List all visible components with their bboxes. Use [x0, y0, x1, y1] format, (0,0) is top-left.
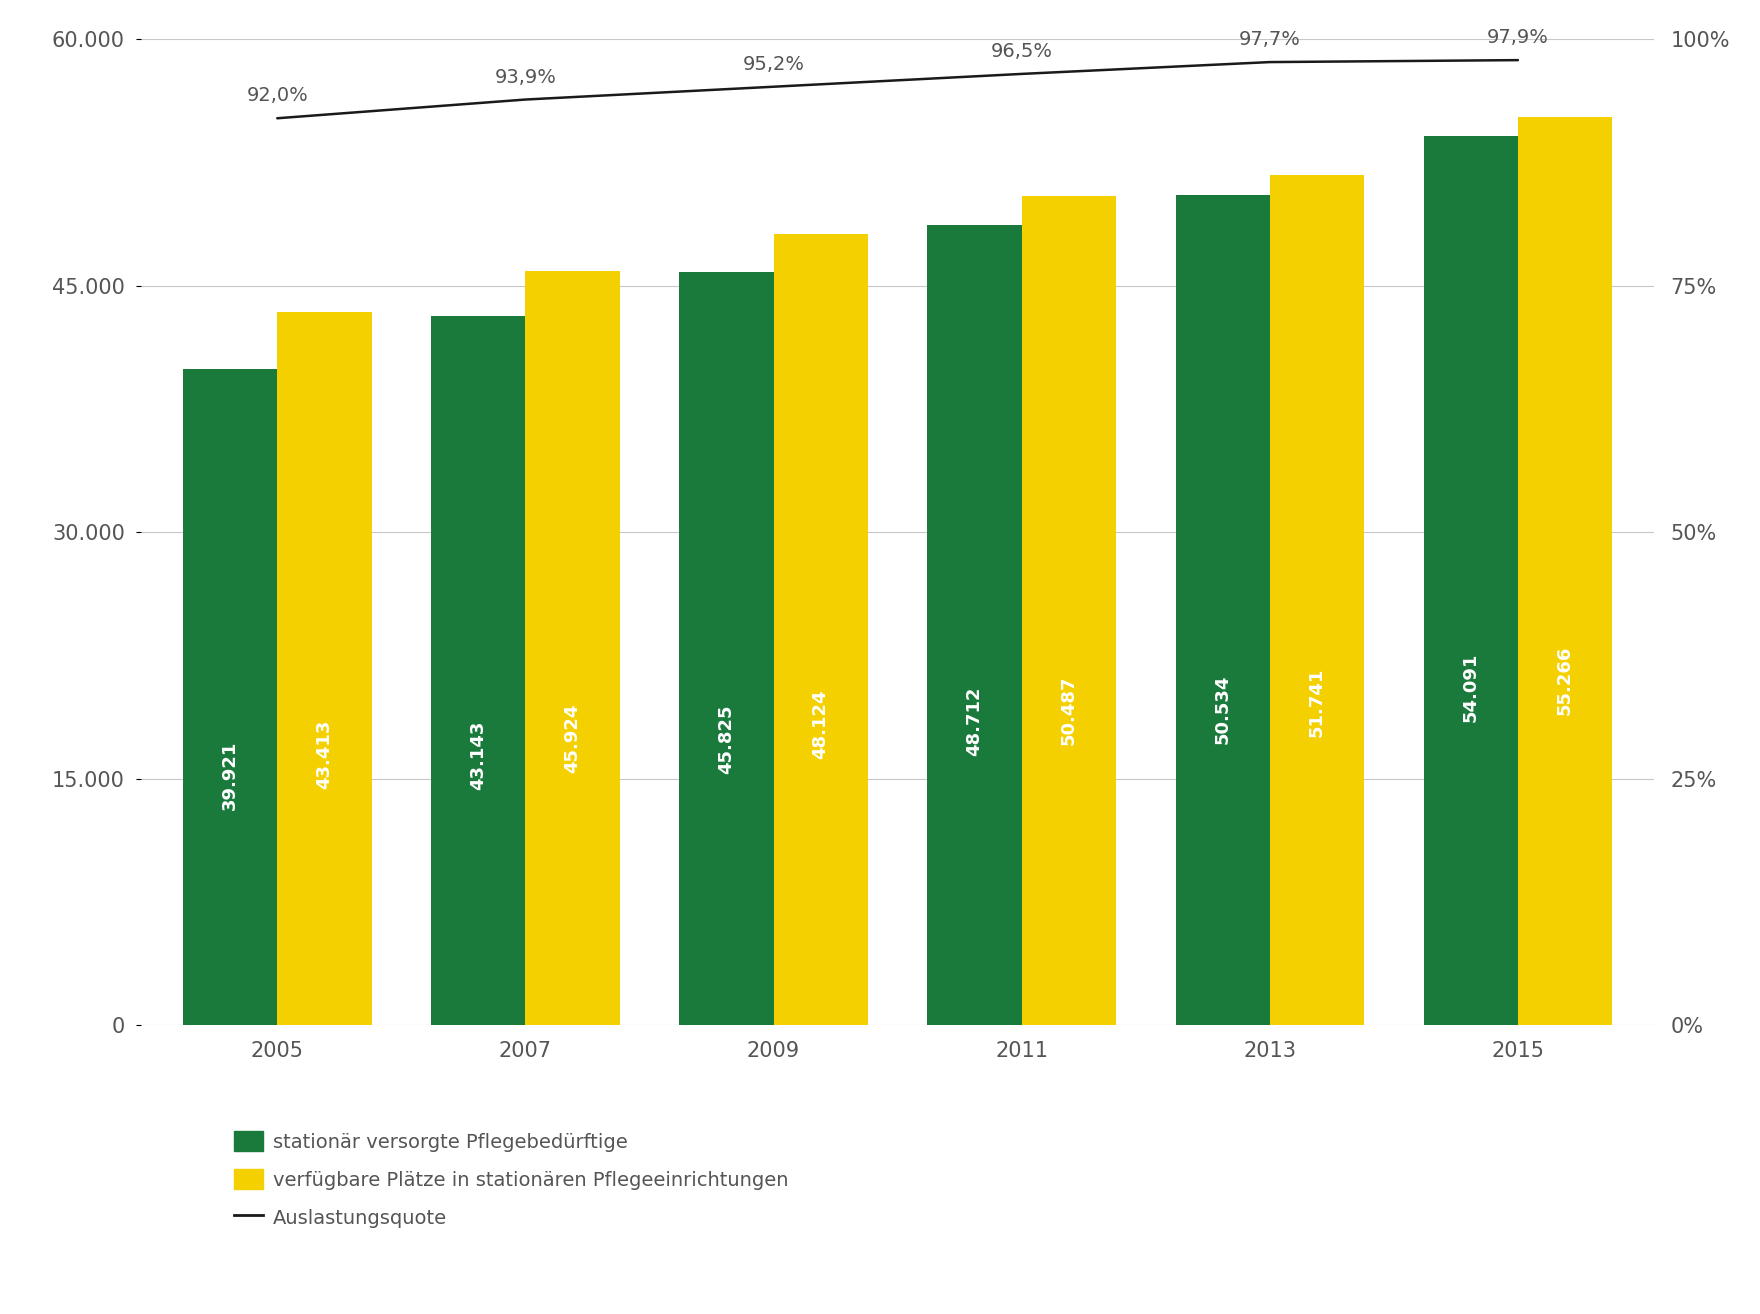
Bar [1176, 194, 1269, 1025]
Bar [1424, 137, 1517, 1025]
Text: 96,5%: 96,5% [991, 42, 1052, 62]
Text: 55.266: 55.266 [1556, 645, 1573, 715]
Text: 54.091: 54.091 [1463, 653, 1480, 721]
Bar [183, 369, 278, 1025]
Text: 50.487: 50.487 [1060, 675, 1077, 745]
Bar [1517, 117, 1612, 1025]
Bar [774, 234, 868, 1025]
Text: 45.825: 45.825 [718, 704, 736, 774]
Text: 51.741: 51.741 [1308, 668, 1325, 737]
Bar [278, 311, 371, 1025]
Text: 93,9%: 93,9% [495, 68, 556, 87]
Text: 95,2%: 95,2% [743, 55, 804, 74]
Text: 97,9%: 97,9% [1487, 29, 1549, 47]
Bar [431, 317, 526, 1025]
Text: 45.924: 45.924 [563, 703, 581, 773]
Bar [526, 271, 620, 1025]
Text: 50.534: 50.534 [1214, 675, 1232, 744]
Bar [679, 272, 774, 1025]
Legend: stationär versorgte Pflegebedürftige, verfügbare Plätze in stationären Pflegeein: stationär versorgte Pflegebedürftige, ve… [227, 1123, 796, 1235]
Bar [1021, 196, 1116, 1025]
Text: 97,7%: 97,7% [1239, 30, 1301, 50]
Text: 48.712: 48.712 [966, 686, 984, 756]
Bar [1269, 175, 1364, 1025]
Text: 39.921: 39.921 [222, 741, 239, 811]
Bar [928, 225, 1021, 1025]
Text: 48.124: 48.124 [811, 690, 829, 759]
Text: 92,0%: 92,0% [246, 87, 308, 105]
Text: 43.413: 43.413 [315, 719, 333, 788]
Text: 43.143: 43.143 [470, 721, 488, 790]
